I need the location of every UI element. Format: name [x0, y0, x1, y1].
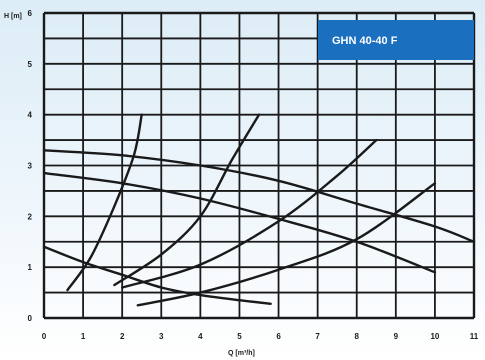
x-tick-label: 4: [198, 332, 203, 341]
performance-curve-1: [42, 149, 476, 243]
x-tick-label: 0: [42, 332, 47, 341]
x-tick-label: 9: [394, 332, 399, 341]
y-tick-label: 5: [28, 60, 33, 69]
y-tick-label: 4: [28, 111, 33, 120]
y-tick-label: 6: [28, 9, 33, 18]
x-tick-label: 7: [315, 332, 320, 341]
x-tick-label: 3: [159, 332, 164, 341]
y-tick-label: 3: [28, 162, 33, 171]
performance-curve-7: [136, 182, 437, 307]
y-tick-label: 0: [28, 314, 33, 323]
x-tick-label: 5: [237, 332, 242, 341]
x-tick-labels: 0 1 2 3 4 5 6 7 8 9 10 11: [42, 332, 479, 341]
x-tick-label: 11: [470, 332, 479, 341]
y-axis-label: H [m]: [4, 13, 22, 20]
y-tick-label: 1: [28, 263, 33, 272]
x-tick-label: 8: [355, 332, 360, 341]
chart-title: GHN 40-40 F: [332, 35, 398, 47]
performance-curve-6: [121, 138, 378, 289]
x-tick-label: 10: [430, 332, 439, 341]
grid: [42, 11, 476, 320]
performance-curve-2: [42, 171, 437, 274]
performance-curve-3: [42, 245, 272, 305]
curves: [42, 113, 476, 307]
x-tick-label: 6: [276, 332, 281, 341]
performance-curve-4: [66, 113, 143, 292]
y-tick-labels: 0 1 2 3 4 5 6: [28, 9, 33, 323]
performance-curve-5: [113, 113, 261, 287]
x-tick-label: 2: [120, 332, 125, 341]
title-box: [318, 20, 474, 60]
x-tick-label: 1: [81, 332, 86, 341]
y-tick-label: 2: [28, 212, 33, 221]
x-axis-label: Q [m³/h]: [228, 350, 255, 357]
